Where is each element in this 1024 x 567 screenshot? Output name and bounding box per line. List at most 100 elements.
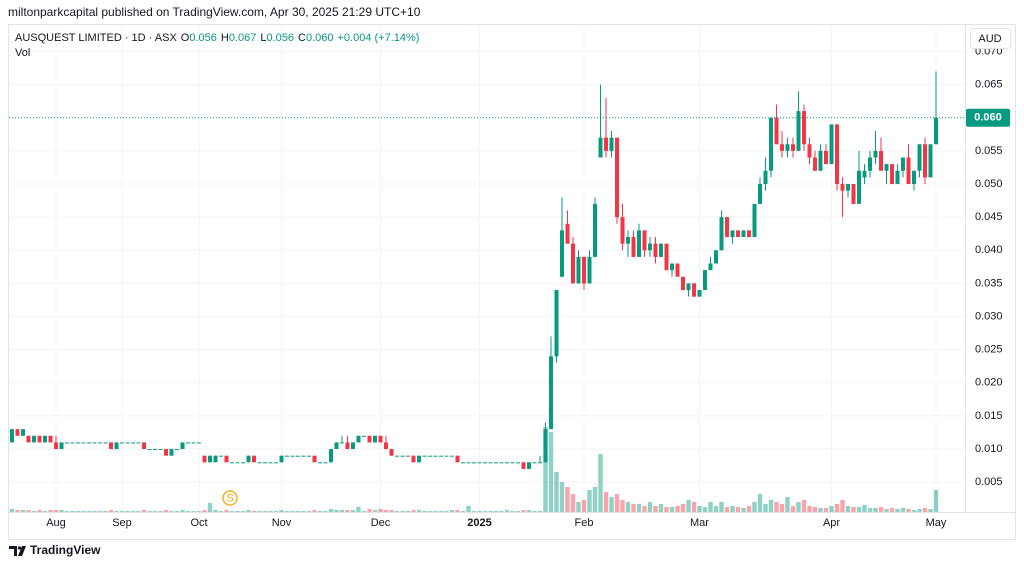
- candle-body: [785, 144, 790, 151]
- candle-body: [642, 230, 647, 251]
- candle-body: [164, 449, 168, 456]
- candle-body: [637, 230, 641, 257]
- candle-body: [829, 124, 834, 165]
- candle-body: [620, 217, 625, 244]
- volume-bar: [845, 506, 851, 512]
- volume-bar: [636, 504, 642, 512]
- y-tick-label: 0.010: [975, 443, 1003, 455]
- candle-body: [851, 184, 856, 204]
- candle-body: [609, 137, 614, 151]
- volume-bar: [251, 511, 257, 512]
- candle-body: [356, 435, 361, 443]
- candle-body: [862, 170, 867, 178]
- candle-body: [840, 184, 845, 191]
- candle-body: [626, 237, 630, 244]
- candle-body: [37, 435, 42, 443]
- volume-bar: [818, 508, 823, 512]
- logo-icon: [9, 546, 26, 556]
- candle-body: [76, 442, 80, 444]
- volume-bar: [257, 511, 262, 512]
- candle-body: [780, 144, 784, 151]
- candle-body: [433, 455, 438, 457]
- candle-body: [351, 442, 355, 450]
- volume-bar: [911, 510, 917, 512]
- candle-body: [615, 137, 619, 218]
- volume-bar: [218, 511, 224, 512]
- candle-body: [428, 455, 432, 457]
- event-marker-label: S: [226, 492, 233, 504]
- volume-bar: [334, 510, 339, 512]
- volume-bar: [53, 510, 59, 512]
- candle-body: [488, 462, 493, 464]
- volume-bar: [565, 487, 570, 512]
- volume-bar: [295, 511, 301, 512]
- volume-bar: [620, 500, 625, 512]
- volume-bar: [719, 502, 724, 512]
- volume-bar: [928, 509, 933, 512]
- candle-body: [483, 462, 487, 464]
- volume-bar: [339, 510, 345, 512]
- volume-bar: [559, 482, 565, 512]
- candle-body: [180, 442, 185, 450]
- volume-bar: [647, 502, 653, 512]
- y-tick-label: 0.045: [975, 211, 1003, 223]
- volume-bar: [400, 511, 405, 512]
- y-tick-label: 0.020: [975, 377, 1003, 389]
- candle-body: [758, 184, 762, 204]
- volume-bar: [169, 511, 174, 512]
- candle-body: [686, 283, 691, 291]
- volume-bar: [873, 508, 878, 512]
- candle-body: [565, 223, 570, 244]
- volume-bar: [697, 506, 702, 512]
- volume-bar: [757, 494, 763, 512]
- candle-body: [136, 442, 141, 444]
- volume-bar: [532, 511, 537, 512]
- volume-bar: [708, 502, 713, 512]
- legend-key: O: [181, 32, 190, 44]
- volume-bar: [906, 509, 911, 512]
- volume-bar: [422, 511, 427, 512]
- candle-body: [576, 256, 581, 284]
- volume-bar: [477, 511, 482, 512]
- volume-bar: [680, 504, 686, 512]
- volume-bar: [75, 511, 81, 512]
- legend-key: C: [298, 32, 306, 44]
- candle-body: [378, 435, 383, 443]
- candle-body: [312, 455, 317, 463]
- volume-pane: [9, 427, 939, 512]
- candle-body: [417, 455, 421, 463]
- candle-body: [708, 263, 713, 271]
- candle-body: [587, 256, 592, 284]
- candle-body: [807, 144, 812, 158]
- candle-body: [208, 455, 212, 463]
- volume-bar: [383, 510, 389, 512]
- volume-bar: [163, 510, 169, 512]
- event-marker: [222, 490, 238, 506]
- volume-bar: [444, 511, 449, 512]
- candle-body: [554, 290, 559, 357]
- volume-bar: [37, 510, 42, 512]
- candle-body: [912, 170, 916, 185]
- legend-value: 0.056: [189, 32, 217, 44]
- volume-bar: [119, 511, 125, 512]
- volume-bar: [405, 511, 411, 512]
- candle-body: [384, 442, 388, 450]
- volume-bar: [356, 507, 361, 512]
- volume-bar: [185, 511, 191, 512]
- currency[interactable]: AUD: [978, 33, 1001, 45]
- volume-bar: [86, 511, 92, 512]
- volume-bar: [136, 511, 141, 512]
- currency-box[interactable]: [970, 28, 1011, 49]
- volume-bar: [42, 511, 48, 512]
- candle-body: [675, 263, 680, 277]
- candle-body: [494, 462, 498, 464]
- candle-body: [923, 144, 927, 178]
- volume-bar: [224, 510, 229, 512]
- x-tick-label: Apr: [823, 517, 840, 529]
- volume-bar: [191, 511, 196, 512]
- volume-bar: [31, 511, 37, 512]
- volume-bar: [724, 507, 730, 512]
- candle-body: [395, 455, 399, 457]
- volume-bar: [367, 509, 372, 512]
- volume-bar: [202, 510, 207, 512]
